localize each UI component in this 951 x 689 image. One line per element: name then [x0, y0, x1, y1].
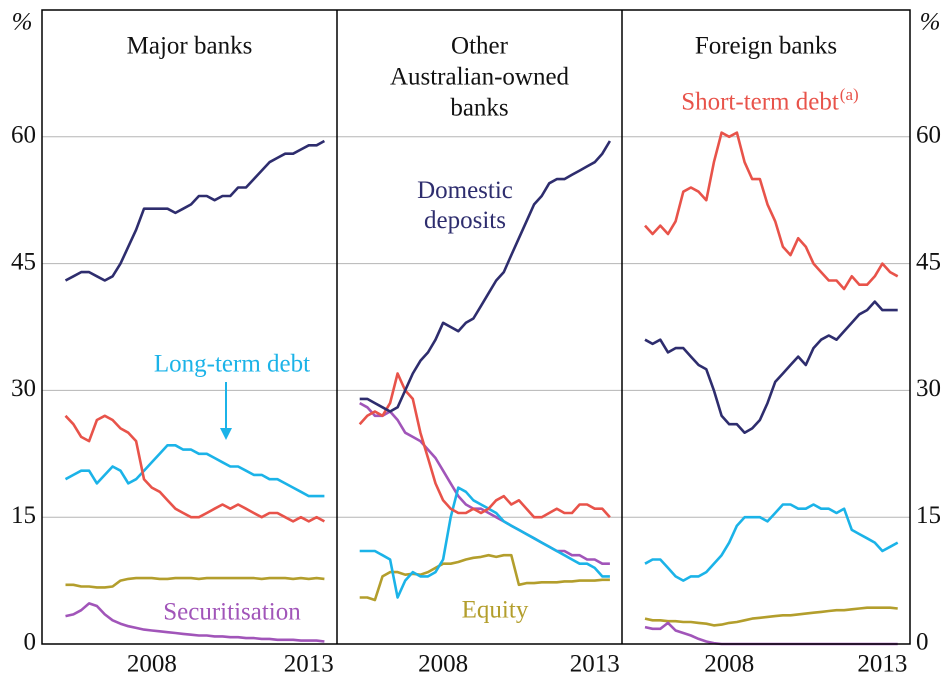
- series-line: [644, 503, 899, 582]
- y-tick-label-right: 45: [916, 248, 941, 275]
- x-tick-label: 2013: [570, 651, 620, 678]
- series-line: [644, 131, 899, 291]
- panel-title: Other: [451, 33, 509, 60]
- series-label-line: deposits: [424, 207, 506, 234]
- series-line: [64, 414, 326, 523]
- series-line: [644, 606, 898, 627]
- y-unit-right: %: [920, 9, 941, 36]
- series-line: [644, 621, 898, 646]
- series-line: [65, 576, 325, 589]
- series-line: [64, 139, 326, 282]
- arrow-head: [220, 428, 232, 440]
- y-tick-label-left: 45: [11, 248, 36, 275]
- y-unit-left: %: [12, 9, 33, 36]
- y-tick-label-left: 0: [24, 629, 37, 656]
- x-tick-label: 2008: [418, 651, 468, 678]
- series-label-line: Domestic: [417, 177, 513, 204]
- y-tick-label-left: 60: [11, 122, 36, 149]
- series-line: [359, 401, 610, 565]
- panel-title: Australian-owned: [390, 64, 570, 91]
- series-label: Equity: [462, 597, 529, 624]
- series-line: [359, 486, 610, 599]
- x-tick-label: 2008: [127, 651, 177, 678]
- panel-title: banks: [450, 95, 508, 122]
- y-tick-label-left: 30: [11, 375, 36, 402]
- series-line: [644, 300, 898, 434]
- y-tick-label-right: 60: [916, 122, 941, 149]
- series-label: Securitisation: [163, 599, 301, 626]
- series-label: Domestic deposits: [417, 177, 513, 234]
- x-tick-label: 2013: [857, 651, 907, 678]
- series-line: [359, 553, 610, 602]
- series-label: Short-term debt: [681, 89, 839, 116]
- panel-title: Foreign banks: [695, 33, 837, 60]
- y-tick-label-left: 15: [11, 502, 36, 529]
- series-line: [358, 372, 611, 519]
- series-label-note: (a): [840, 85, 859, 104]
- series-line: [64, 444, 325, 498]
- x-tick-label: 2008: [704, 651, 754, 678]
- y-tick-label-right: 15: [916, 502, 941, 529]
- y-tick-label-right: 30: [916, 375, 941, 402]
- y-tick-label-right: 0: [916, 629, 929, 656]
- plot-frame: [41, 9, 911, 645]
- series-label: Long-term debt: [154, 351, 310, 378]
- panel-title: Major banks: [127, 33, 253, 60]
- series-line: [65, 602, 325, 643]
- series-line: [359, 140, 612, 413]
- x-tick-label: 2013: [284, 651, 334, 678]
